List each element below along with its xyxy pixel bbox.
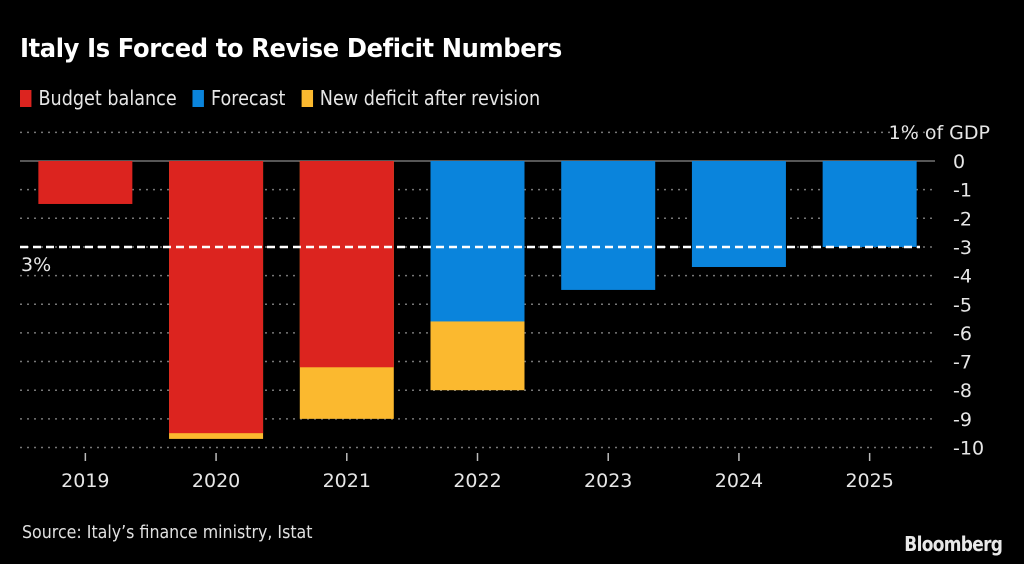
bar-budget-balance-2019 bbox=[38, 161, 133, 204]
y-tick-label: -3 bbox=[953, 237, 972, 259]
y-tick-label: -8 bbox=[953, 380, 972, 402]
bar-forecast-2023 bbox=[561, 161, 656, 290]
bar-forecast-2024 bbox=[691, 161, 786, 268]
x-tick-label: 2021 bbox=[323, 470, 371, 492]
y-tick-label: -9 bbox=[953, 409, 972, 431]
chart-title: Italy Is Forced to Revise Deficit Number… bbox=[20, 34, 562, 64]
legend-swatch-budget-balance bbox=[20, 89, 32, 107]
legend-label: Budget balance bbox=[38, 86, 177, 110]
reference-line-label: 3% bbox=[21, 254, 51, 276]
bar-budget-balance-2021 bbox=[299, 161, 394, 368]
bar-budget-balance-2020 bbox=[169, 161, 264, 434]
legend-swatch-new-deficit bbox=[301, 89, 313, 107]
y-tick-label: -7 bbox=[953, 352, 972, 374]
legend-label: Forecast bbox=[210, 86, 286, 110]
legend-item-new-deficit: New deficit after revision bbox=[301, 86, 540, 110]
bloomberg-logo: Bloomberg bbox=[904, 532, 1003, 556]
y-tick-label: -1 bbox=[953, 180, 972, 202]
bar-forecast-2022 bbox=[430, 161, 525, 322]
x-tick-label: 2023 bbox=[584, 470, 632, 492]
y-tick-label: -5 bbox=[953, 294, 972, 316]
y-tick-label: -6 bbox=[953, 323, 972, 345]
bars bbox=[38, 161, 917, 439]
x-tick-label: 2025 bbox=[845, 470, 893, 492]
legend-label: New deficit after revision bbox=[319, 86, 541, 110]
y-tick-label: 0 bbox=[953, 151, 965, 173]
legend-swatch-forecast bbox=[192, 89, 204, 107]
legend-item-budget-balance: Budget balance bbox=[20, 86, 177, 110]
x-tick-label: 2024 bbox=[715, 470, 763, 492]
legend: Budget balance Forecast New deficit afte… bbox=[20, 86, 547, 110]
x-tick-label: 2019 bbox=[61, 470, 109, 492]
source-note: Source: Italy’s finance ministry, Istat bbox=[22, 522, 313, 543]
y-unit-label: 1% of GDP bbox=[889, 122, 990, 144]
x-tick-label: 2020 bbox=[192, 470, 240, 492]
y-tick-label: -2 bbox=[953, 208, 972, 230]
reference-line-group: 3% bbox=[20, 245, 920, 276]
x-axis: 2019 2020 2021 2022 2023 2024 2025 bbox=[61, 453, 894, 492]
legend-item-forecast: Forecast bbox=[192, 86, 286, 110]
bar-forecast-2025 bbox=[822, 161, 917, 247]
y-tick-label: -10 bbox=[953, 438, 984, 460]
y-tick-label: -4 bbox=[953, 266, 972, 288]
y-axis: 0 -1 -2 -3 -4 -5 -6 -7 -8 -9 -10 bbox=[953, 151, 984, 460]
x-tick-label: 2022 bbox=[453, 470, 501, 492]
